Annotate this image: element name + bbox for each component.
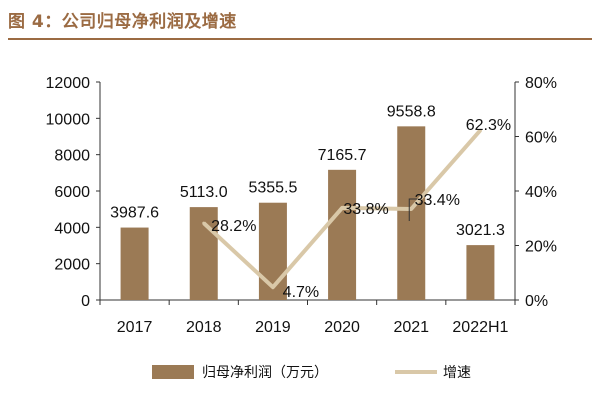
x-tick-label: 2021: [393, 319, 429, 336]
left-tick-label: 6000: [54, 184, 90, 201]
growth-point: [409, 207, 413, 211]
right-tick-label: 80%: [525, 75, 557, 92]
growth-value-label: 4.7%: [283, 284, 319, 301]
growth-value-label: 33.4%: [415, 192, 460, 209]
growth-point: [478, 128, 482, 132]
legend-label-bar: 归母净利润（万元）: [202, 364, 328, 381]
left-tick-label: 8000: [54, 148, 90, 165]
bar-value-label: 5113.0: [180, 184, 228, 201]
bar-value-label: 5355.5: [248, 180, 297, 197]
bar-value-label: 7165.7: [318, 147, 367, 164]
bar: [397, 126, 426, 300]
chart-title: 图 4：公司归母净利润及增速: [8, 12, 237, 32]
legend-label-line: 增速: [443, 365, 471, 381]
x-tick-label: 2019: [255, 319, 291, 336]
left-tick-label: 12000: [46, 75, 91, 92]
bar-value-label: 3987.6: [110, 205, 159, 222]
growth-value-label: 62.3%: [466, 117, 511, 134]
left-tick-label: 10000: [46, 111, 91, 128]
right-tick-label: 60%: [525, 130, 557, 147]
right-tick-label: 40%: [525, 184, 557, 201]
x-tick-label: 2020: [324, 319, 360, 336]
growth-point: [271, 285, 275, 289]
bar-value-label: 9558.8: [387, 103, 436, 120]
bar: [120, 227, 149, 300]
right-tick-label: 0%: [525, 293, 548, 310]
bar: [328, 169, 357, 300]
bar: [466, 245, 495, 300]
growth-point: [340, 206, 344, 210]
growth-value-label: 28.2%: [211, 218, 256, 235]
growth-point: [202, 221, 206, 225]
label-leader-line: [408, 198, 418, 221]
x-tick-label: 2018: [186, 319, 222, 336]
bar-value-label: 3021.3: [456, 222, 505, 239]
x-tick-label: 2017: [117, 319, 153, 336]
bar: [258, 202, 287, 300]
title-divider: [8, 38, 592, 40]
growth-value-label: 33.8%: [343, 201, 388, 218]
x-tick-label: 2022H1: [452, 319, 508, 336]
left-tick-label: 0: [81, 293, 90, 310]
left-tick-label: 2000: [54, 257, 90, 274]
left-tick-label: 4000: [54, 220, 90, 237]
legend-swatch-bar: [152, 365, 194, 379]
right-tick-label: 20%: [525, 239, 557, 256]
